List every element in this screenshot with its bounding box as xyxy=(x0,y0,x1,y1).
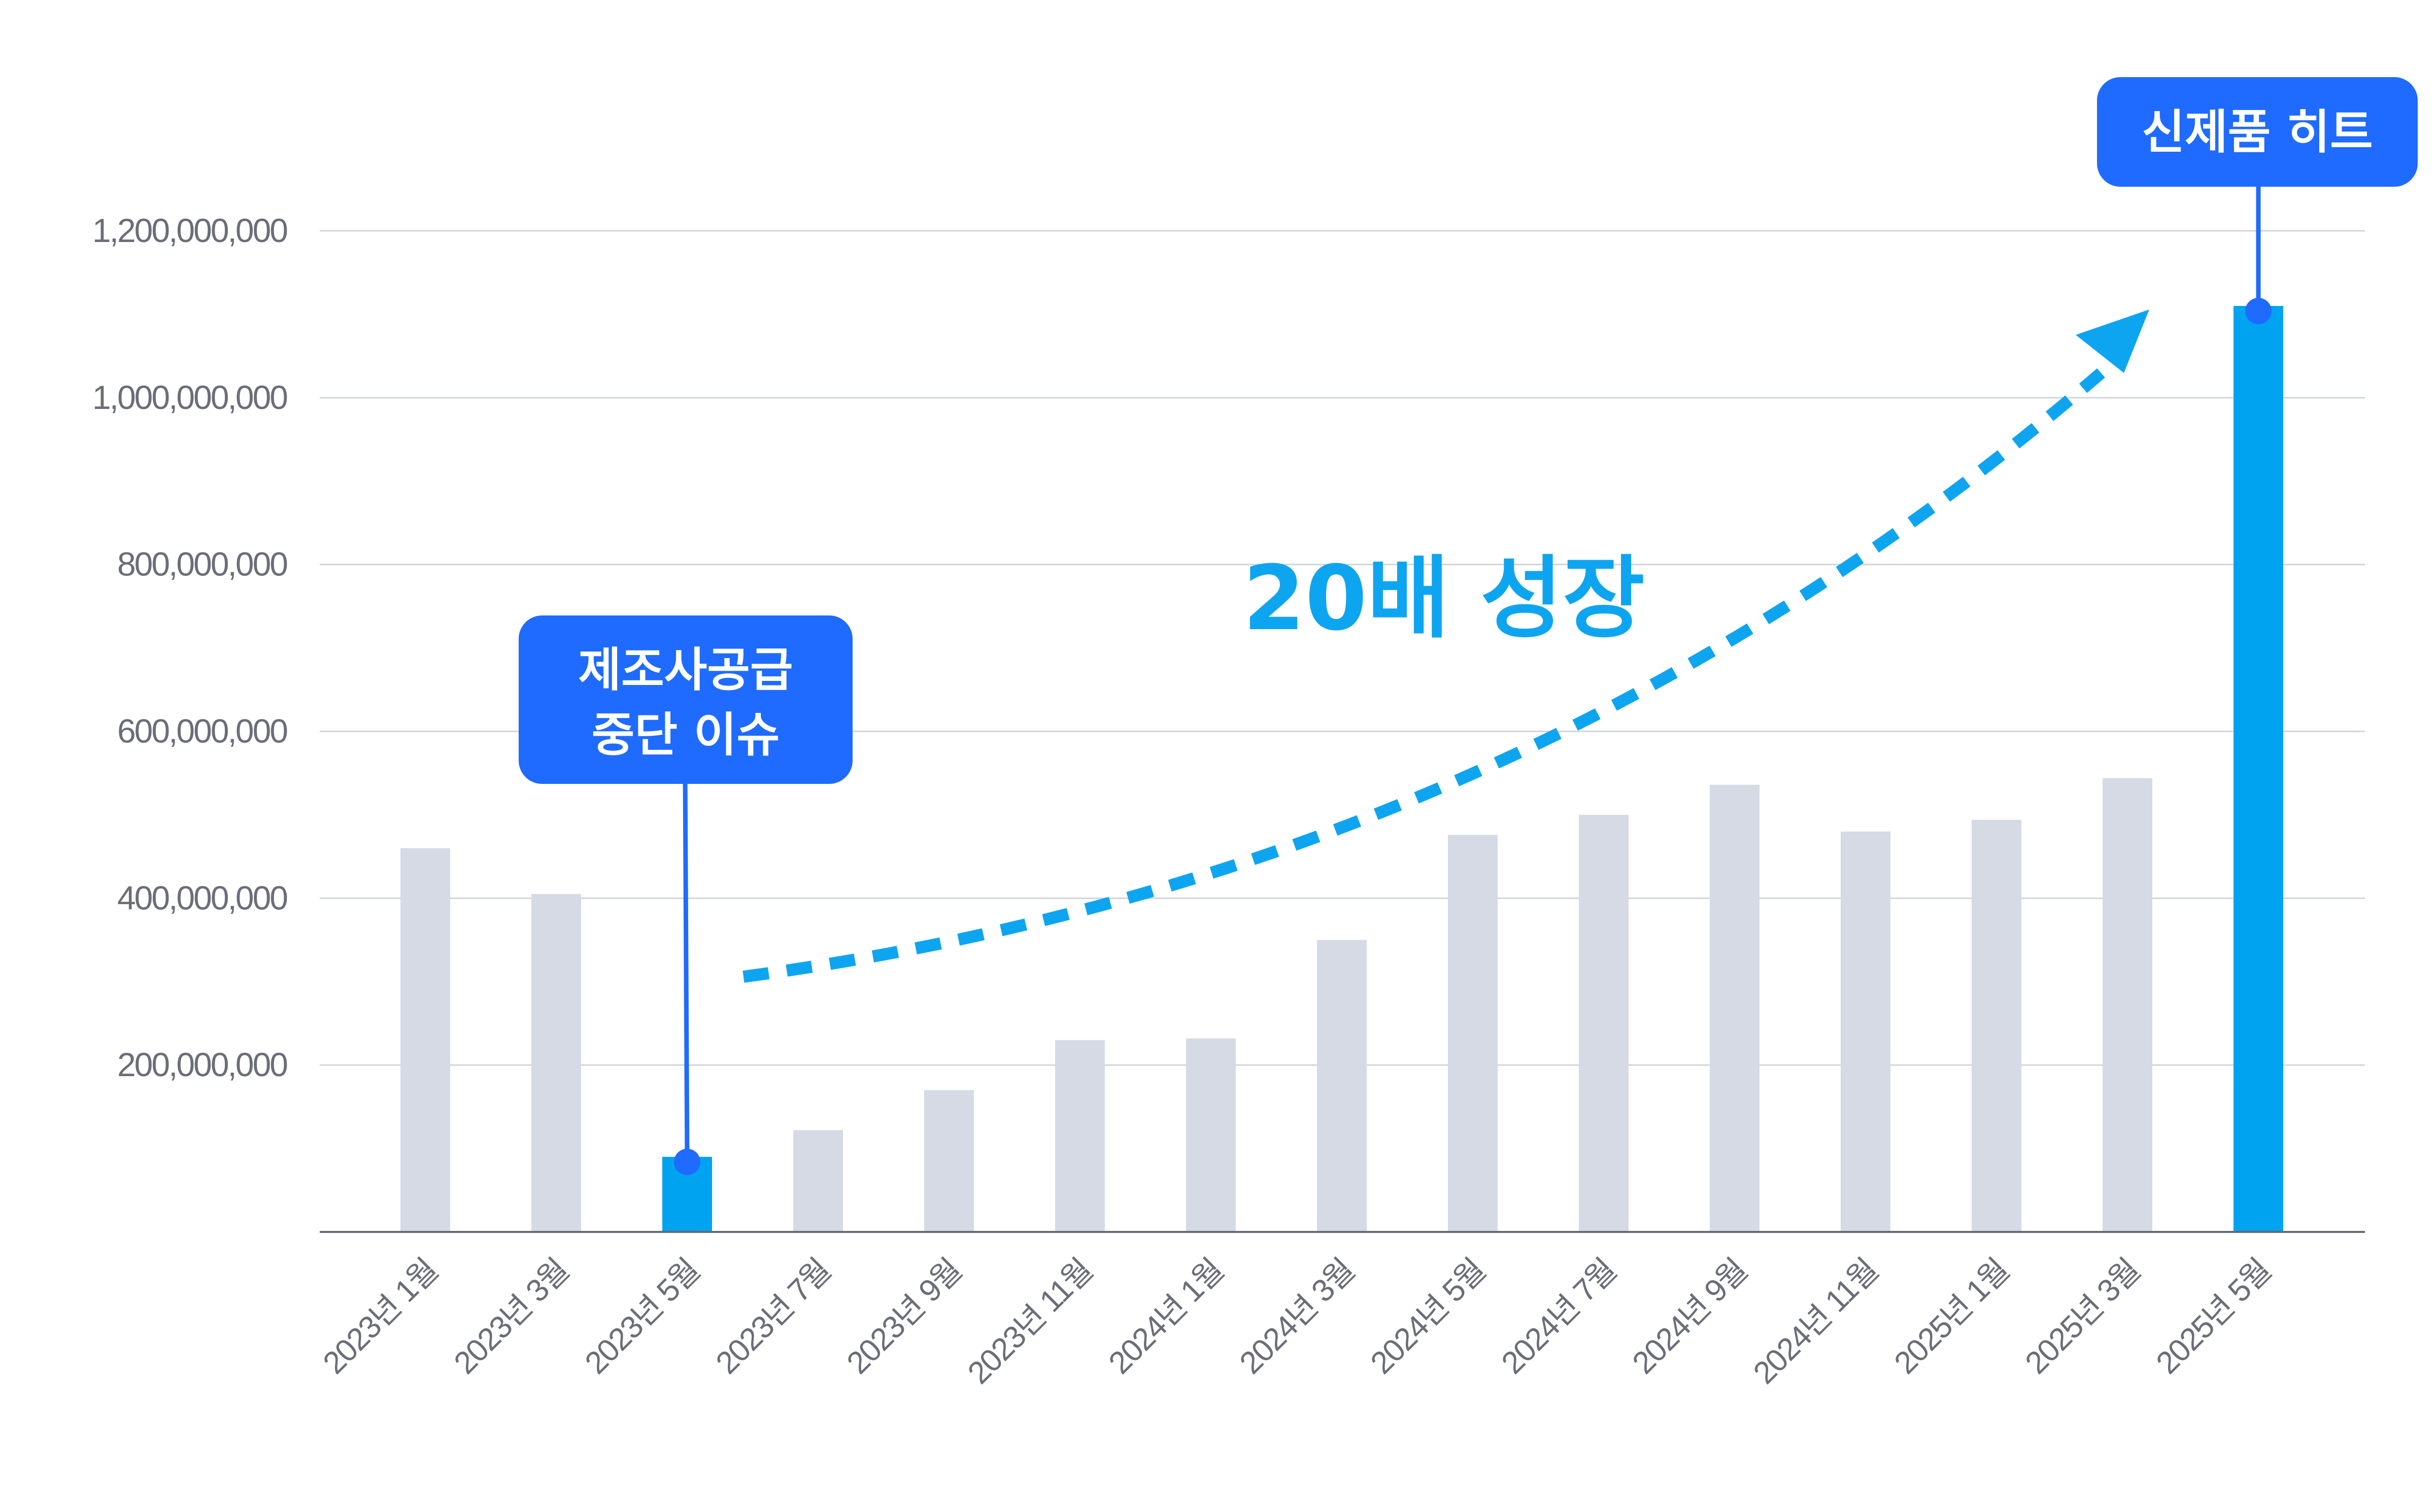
supply-issue-callout: 제조사공급 중단 이슈 xyxy=(519,615,853,1176)
new-product-label: 신제품 히트 xyxy=(2142,105,2373,159)
y-tick-label: 1,200,000,000 xyxy=(92,212,287,249)
bar xyxy=(531,894,581,1232)
bar xyxy=(1710,784,1760,1232)
y-tick-label: 800,000,000 xyxy=(117,545,287,583)
bar xyxy=(2234,305,2283,1232)
bar xyxy=(924,1090,974,1232)
x-tick-label: 2023년 3월 xyxy=(448,1253,576,1381)
supply-issue-marker xyxy=(674,1149,700,1176)
supply-issue-leader-line xyxy=(683,771,690,1162)
bar xyxy=(1448,835,1498,1232)
bar xyxy=(1186,1038,1236,1232)
bar xyxy=(1972,819,2021,1232)
new-product-marker xyxy=(2245,297,2272,324)
supply-issue-label-line1: 제조사공급 xyxy=(578,643,793,697)
bar xyxy=(1055,1040,1105,1232)
x-tick-label: 2024년 7월 xyxy=(1495,1253,1623,1381)
x-axis-ticks: 2023년 1월 2023년 3월 2023년 5월 2023년 7월 2023년 9월… xyxy=(317,1253,2278,1391)
bar xyxy=(400,848,450,1232)
y-axis-ticks: 200,000,000 400,000,000 600,000,000 800,000… xyxy=(92,212,289,1083)
bars xyxy=(400,305,2283,1232)
x-tick-label: 2023년 1월 xyxy=(317,1253,445,1381)
x-tick-label: 2024년 3월 xyxy=(1233,1253,1361,1381)
y-tick-label: 600,000,000 xyxy=(117,712,287,750)
x-tick-label: 2024년 11월 xyxy=(1747,1253,1885,1391)
supply-issue-box xyxy=(519,615,853,784)
growth-label: 20배 성장 xyxy=(1243,546,1645,650)
x-tick-label: 2023년 9월 xyxy=(840,1253,968,1381)
new-product-box xyxy=(2097,77,2418,187)
bar xyxy=(1317,940,1367,1232)
bar xyxy=(793,1130,843,1232)
x-tick-label: 2023년 5월 xyxy=(579,1253,706,1381)
x-tick-label: 2024년 1월 xyxy=(1102,1253,1230,1381)
x-tick-label: 2025년 3월 xyxy=(2019,1253,2147,1381)
x-tick-label: 2025년 1월 xyxy=(1888,1253,2016,1381)
bar xyxy=(1841,831,1890,1232)
x-tick-label: 2023년 7월 xyxy=(709,1253,837,1381)
x-tick-label: 2025년 5월 xyxy=(2150,1253,2278,1381)
supply-issue-label-line2: 중단 이슈 xyxy=(592,708,780,762)
x-tick-label: 2023년 11월 xyxy=(961,1253,1099,1391)
growth-arrow-head xyxy=(2076,310,2149,373)
y-tick-label: 1,000,000,000 xyxy=(92,379,287,416)
bar xyxy=(1579,814,1629,1232)
growth-arrow-curve xyxy=(742,368,2105,983)
x-tick-label: 2024년 9월 xyxy=(1626,1253,1754,1381)
x-tick-label: 2024년 5월 xyxy=(1364,1253,1492,1381)
growth-annotation: 20배 성장 xyxy=(742,310,2149,983)
y-tick-label: 400,000,000 xyxy=(117,879,287,916)
y-tick-label: 200,000,000 xyxy=(117,1046,287,1083)
new-product-callout: 신제품 히트 xyxy=(2097,77,2418,324)
bar xyxy=(2103,778,2152,1232)
